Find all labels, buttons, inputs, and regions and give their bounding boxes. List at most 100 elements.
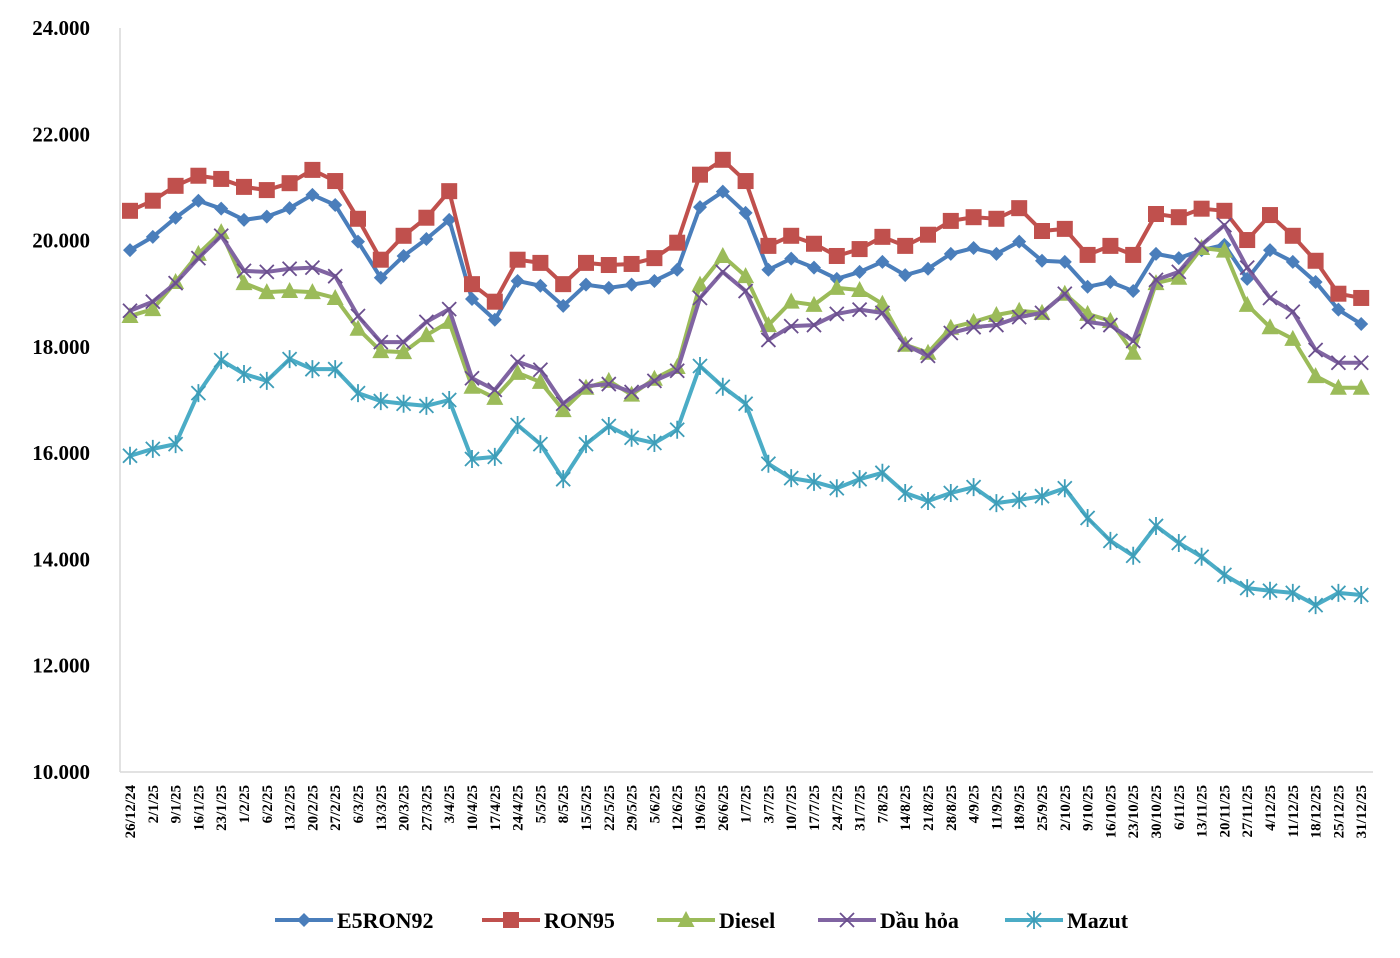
x-tick-label: 25/12/25	[1331, 785, 1347, 838]
x-tick-label: 6/11/25	[1172, 785, 1188, 830]
data-point	[351, 234, 365, 249]
data-point	[487, 447, 503, 466]
data-point	[806, 317, 822, 333]
data-point	[1330, 355, 1347, 371]
data-point	[1285, 254, 1300, 269]
series-diesel	[121, 223, 1370, 418]
data-point	[396, 248, 411, 263]
x-tick-label: 25/9/25	[1035, 785, 1051, 831]
data-point	[714, 151, 731, 168]
data-point	[214, 201, 229, 216]
data-point	[326, 288, 344, 305]
data-point	[1216, 565, 1233, 584]
y-tick-label: 10.000	[32, 760, 90, 784]
data-point	[1307, 596, 1324, 615]
legend-marker	[1026, 911, 1042, 929]
data-point	[989, 246, 1004, 261]
legend-marker	[839, 912, 855, 928]
series-line	[129, 223, 1362, 406]
data-point	[463, 377, 481, 394]
data-point	[1102, 531, 1119, 550]
data-point	[236, 263, 252, 279]
data-point	[190, 167, 207, 184]
x-tick-label: 5/6/25	[647, 785, 663, 823]
data-point	[213, 228, 229, 244]
data-point	[988, 210, 1005, 227]
data-point	[1353, 355, 1369, 371]
data-point	[418, 396, 435, 415]
data-point	[555, 396, 571, 412]
x-tick-label: 7/8/25	[875, 785, 891, 823]
data-point	[691, 275, 709, 292]
series-dầu-hỏa	[122, 217, 1369, 412]
legend-marker	[677, 911, 695, 927]
data-point	[464, 370, 480, 386]
data-point	[281, 282, 299, 299]
data-point	[372, 342, 390, 359]
data-point	[965, 319, 982, 335]
data-point	[303, 283, 321, 300]
x-tick-label: 27/2/25	[328, 785, 344, 831]
x-tick-label: 20/11/25	[1217, 785, 1233, 838]
data-point	[145, 229, 160, 244]
data-point	[372, 251, 389, 268]
x-tick-label: 8/5/25	[556, 785, 572, 823]
data-point	[988, 317, 1005, 333]
x-tick-label: 18/12/25	[1309, 785, 1325, 838]
data-point	[943, 484, 959, 502]
data-point	[441, 183, 458, 200]
data-point	[1262, 290, 1278, 306]
data-point	[282, 201, 297, 216]
data-point	[213, 170, 230, 187]
data-point	[349, 319, 367, 336]
data-point	[417, 326, 435, 343]
data-point	[1307, 367, 1325, 384]
data-point	[874, 228, 891, 245]
x-tick-label: 19/6/25	[693, 785, 709, 831]
axes	[119, 28, 1373, 773]
data-point	[1285, 304, 1301, 320]
data-point	[258, 182, 275, 199]
data-point	[966, 241, 981, 256]
data-point	[1079, 314, 1096, 330]
data-point	[1149, 246, 1163, 261]
y-tick-label: 16.000	[32, 441, 90, 465]
data-point	[1056, 220, 1073, 237]
data-point	[579, 277, 593, 292]
data-point	[851, 470, 868, 489]
data-point	[623, 255, 640, 272]
legend-label: E5RON92	[337, 908, 434, 933]
data-point	[965, 209, 982, 226]
data-point	[715, 264, 731, 280]
data-point	[395, 343, 413, 360]
data-point	[874, 305, 891, 321]
x-tick-label: 12/6/25	[670, 785, 686, 831]
data-point	[1261, 318, 1279, 335]
data-point	[670, 262, 685, 277]
data-point	[373, 270, 388, 285]
x-tick-label: 17/4/25	[488, 785, 504, 831]
data-point	[1307, 252, 1324, 269]
data-point	[259, 264, 275, 280]
legend-label: Diesel	[719, 908, 775, 933]
data-point	[920, 491, 936, 510]
data-point	[784, 251, 799, 266]
x-tick-label: 1/7/25	[739, 785, 755, 823]
data-point	[1352, 378, 1370, 395]
x-tick-label: 13/3/25	[374, 785, 390, 831]
data-point	[646, 250, 663, 267]
data-point	[258, 283, 276, 300]
data-point	[1216, 217, 1233, 233]
data-point	[1057, 254, 1072, 269]
data-point	[829, 271, 844, 286]
data-point	[647, 273, 662, 288]
data-point	[805, 295, 823, 312]
data-point	[1034, 487, 1050, 506]
data-point	[532, 435, 549, 454]
data-point	[715, 184, 730, 199]
data-point	[1125, 546, 1141, 565]
data-point	[1239, 232, 1256, 249]
data-point	[921, 261, 935, 276]
data-point	[167, 435, 184, 454]
data-point	[509, 354, 526, 370]
